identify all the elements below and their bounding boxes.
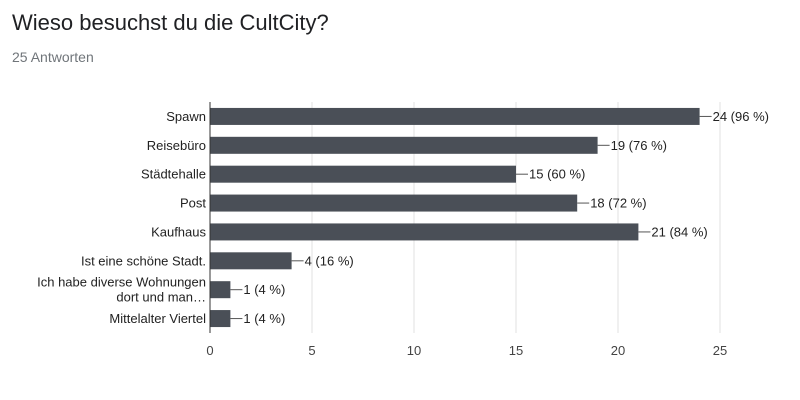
response-count: 25 Antworten <box>12 49 94 65</box>
bar <box>210 252 292 270</box>
category-label: Kaufhaus <box>151 224 206 239</box>
category-label: Post <box>180 196 206 211</box>
category-label: dort und man… <box>116 290 206 305</box>
category-label: Spawn <box>166 109 206 124</box>
chart-title: Wieso besuchst du die CultCity? <box>12 10 329 35</box>
data-label: 19 (76 %) <box>611 138 667 153</box>
bar <box>210 281 231 299</box>
x-tick-label: 25 <box>713 343 727 358</box>
bar <box>210 194 578 212</box>
bar <box>210 310 231 328</box>
data-label: 1 (4 %) <box>243 282 285 297</box>
x-tick-label: 0 <box>206 343 213 358</box>
bar <box>210 136 598 154</box>
data-label: 15 (60 %) <box>529 167 585 182</box>
bar <box>210 165 516 183</box>
category-label: Ich habe diverse Wohnungen <box>37 275 206 290</box>
x-tick-label: 15 <box>509 343 523 358</box>
x-tick-label: 10 <box>407 343 421 358</box>
data-label: 21 (84 %) <box>651 224 707 239</box>
data-label: 1 (4 %) <box>243 311 285 326</box>
x-tick-label: 5 <box>308 343 315 358</box>
category-label: Reisebüro <box>147 138 206 153</box>
x-tick-label: 20 <box>611 343 625 358</box>
category-label: Städtehalle <box>141 167 206 182</box>
data-label: 18 (72 %) <box>590 196 646 211</box>
data-label: 24 (96 %) <box>713 109 769 124</box>
category-label: Mittelalter Viertel <box>109 311 206 326</box>
category-label: Ist eine schöne Stadt. <box>81 253 206 268</box>
bar <box>210 223 639 241</box>
bar <box>210 107 700 125</box>
data-label: 4 (16 %) <box>305 253 354 268</box>
